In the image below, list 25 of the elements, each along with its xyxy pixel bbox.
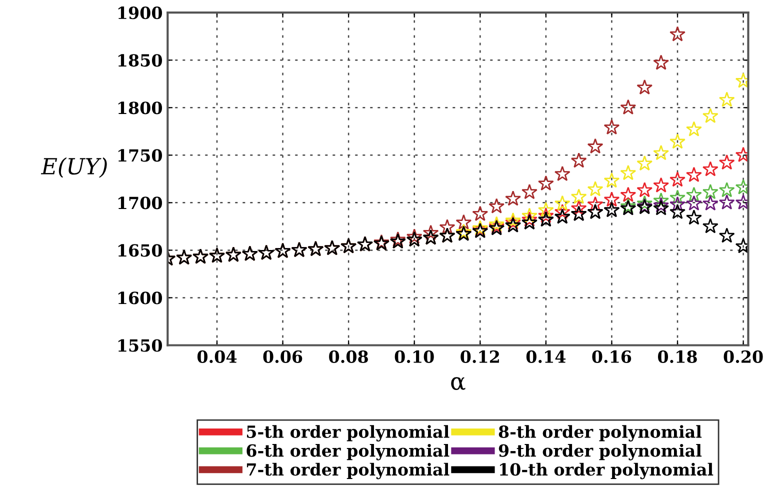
legend-label: 7-th order polynomial (246, 462, 450, 480)
y-tick-label: 1600 (118, 292, 162, 304)
y-tick-label: 1550 (118, 339, 162, 352)
legend-label: 10-th order polynomial (500, 462, 714, 480)
y-tick-label: 1850 (118, 54, 162, 67)
y-tick-label: 1900 (118, 6, 162, 20)
x-tick-label: 0.18 (658, 350, 697, 363)
legend-label: 6-th order polynomial (246, 444, 450, 460)
legend-label: 9-th order polynomial (498, 444, 702, 460)
x-tick-label: 0.12 (460, 350, 499, 363)
x-tick-label: 0.06 (263, 350, 302, 363)
y-tick-label: 1700 (118, 196, 162, 210)
x-tick-label: 0.14 (526, 350, 566, 363)
y-tick-label: 1800 (118, 102, 162, 114)
y-axis-title: E(UY) (40, 157, 107, 178)
x-axis-title: α (451, 377, 466, 390)
x-tick-label: 0.10 (394, 350, 434, 363)
x-tick-label: 0.16 (592, 350, 632, 363)
legend-label: 5-th order polynomial (247, 425, 450, 442)
legend-label: 8-th order polynomial (498, 425, 702, 442)
x-tick-label: 0.20 (724, 350, 763, 363)
y-tick-label: 1750 (118, 149, 162, 162)
y-tick-label: 1650 (118, 244, 162, 257)
x-tick-label: 0.04 (197, 350, 237, 363)
x-tick-label: 0.08 (329, 350, 368, 363)
